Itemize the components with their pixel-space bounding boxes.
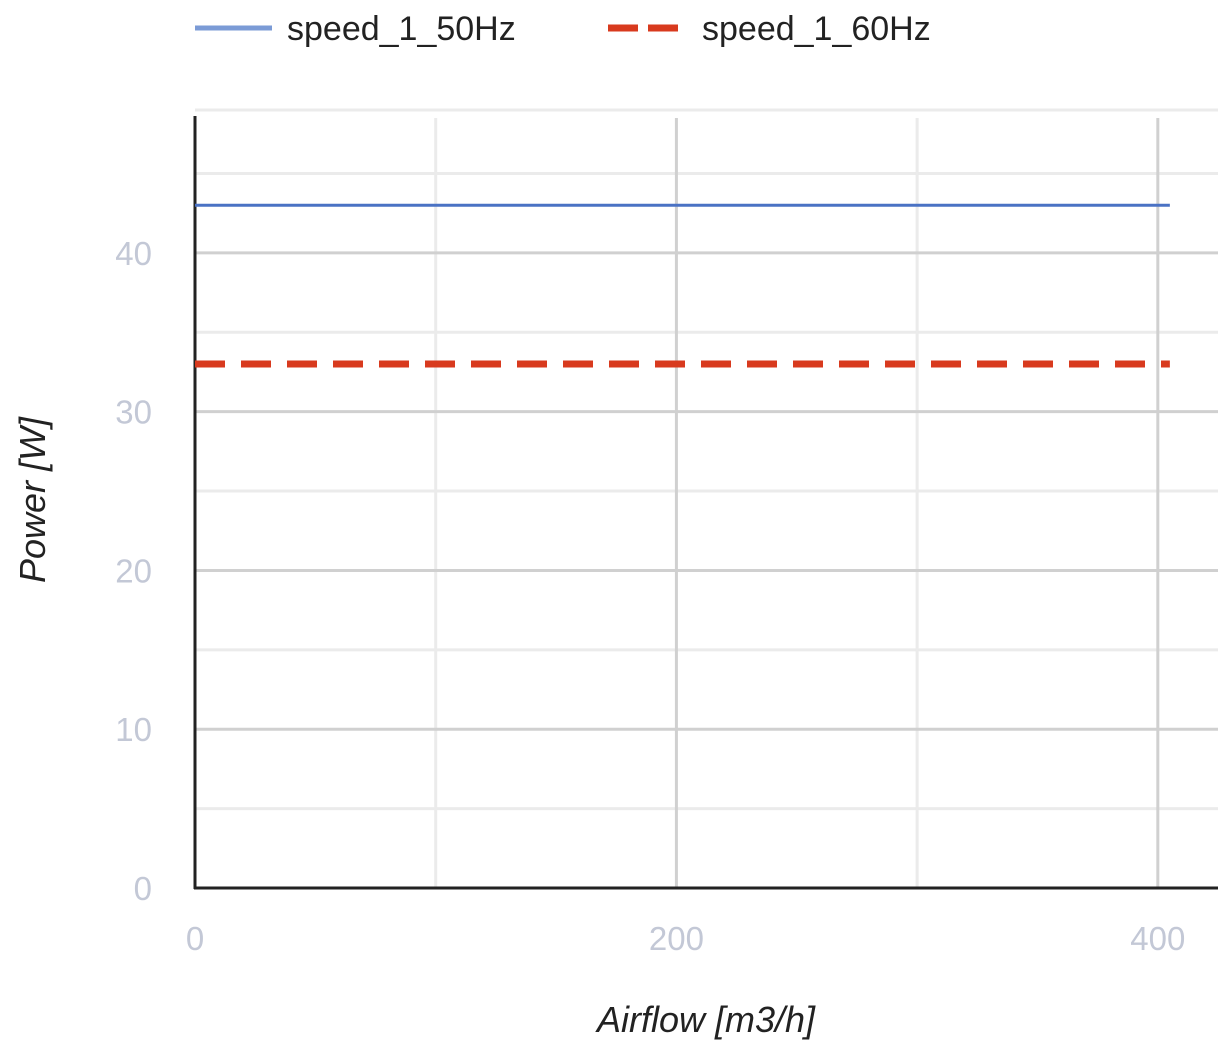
y-tick-label: 20 [115,552,152,589]
y-tick-label: 0 [134,870,152,907]
series-layer [195,203,1170,368]
legend-label: speed_1_60Hz [702,10,931,48]
x-axis-title: Airflow [m3/h] [595,999,816,1040]
y-tick-label: 30 [115,394,152,431]
legend: speed_1_50Hz speed_1_60Hz [195,10,931,48]
y-tick-label: 10 [115,711,152,748]
axes-layer [193,116,1218,890]
y-tick-label: 40 [115,235,152,272]
x-tick-label: 0 [186,920,204,957]
grid-layer [195,108,1218,888]
legend-label: speed_1_50Hz [287,10,516,48]
x-tick-label: 200 [649,920,704,957]
y-axis-title: Power [W] [12,416,53,583]
x-tick-label: 400 [1130,920,1185,957]
